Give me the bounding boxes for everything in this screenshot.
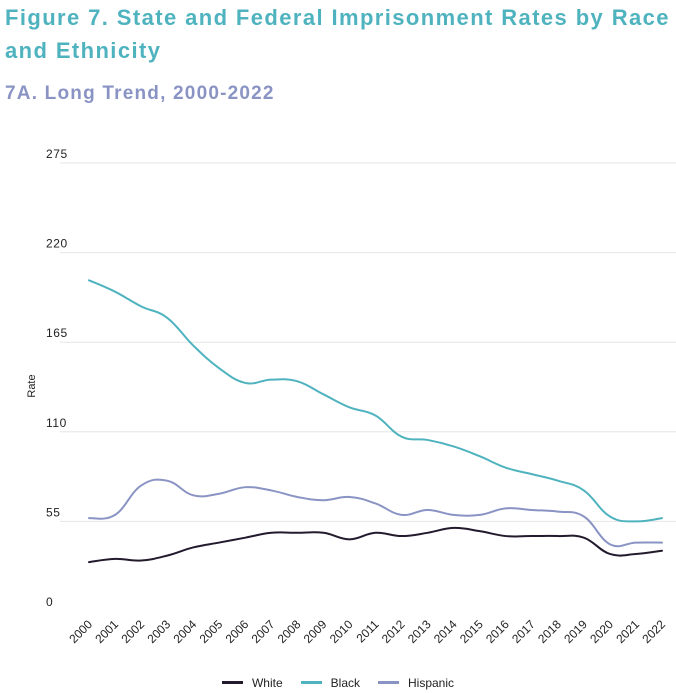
series-line-hispanic xyxy=(88,478,663,548)
x-axis-ticks: 2000200120022003200420052006200720082009… xyxy=(66,617,668,646)
y-tick-label: 275 xyxy=(46,147,68,161)
x-tick-label: 2006 xyxy=(223,617,252,646)
y-tick-label: 220 xyxy=(46,237,68,251)
x-tick-label: 2016 xyxy=(483,617,512,646)
legend-item-white: White xyxy=(221,676,283,690)
x-tick-label: 2003 xyxy=(144,617,173,646)
y-axis-label: Rate xyxy=(26,374,38,397)
x-tick-label: 2002 xyxy=(118,617,147,646)
y-tick-label: 165 xyxy=(46,326,68,340)
chart-subtitle: 7A. Long Trend, 2000-2022 xyxy=(5,83,275,104)
x-tick-label: 2000 xyxy=(66,617,95,646)
legend-label: Black xyxy=(330,676,360,690)
x-tick-label: 2011 xyxy=(353,617,381,645)
x-tick-label: 2009 xyxy=(301,617,330,646)
x-tick-label: 2004 xyxy=(171,617,200,646)
legend-swatch xyxy=(221,681,243,685)
x-tick-label: 2014 xyxy=(431,617,460,646)
y-tick-label: 110 xyxy=(46,416,67,430)
x-tick-label: 2020 xyxy=(587,617,616,646)
x-tick-label: 2008 xyxy=(275,617,304,646)
x-tick-label: 2022 xyxy=(639,617,668,646)
legend-swatch xyxy=(300,681,322,685)
x-tick-label: 2013 xyxy=(405,617,434,646)
series-lines xyxy=(88,279,663,564)
legend-label: White xyxy=(251,676,283,690)
series-line-white xyxy=(88,526,663,564)
x-tick-label: 2007 xyxy=(249,617,278,646)
legend: White Black Hispanic xyxy=(0,676,676,690)
legend-swatch xyxy=(378,681,399,685)
y-axis-ticks: 0 55 110 165 220 275 xyxy=(46,147,68,609)
x-tick-label: 2018 xyxy=(535,617,564,646)
series-line-black xyxy=(88,279,663,523)
legend-label: Hispanic xyxy=(408,676,455,690)
x-tick-label: 2010 xyxy=(327,617,356,646)
x-tick-label: 2021 xyxy=(613,617,642,646)
x-tick-label: 2019 xyxy=(561,617,590,646)
legend-item-black: Black xyxy=(300,676,360,690)
x-tick-label: 2012 xyxy=(379,617,408,646)
y-tick-label: 55 xyxy=(46,505,61,519)
x-tick-label: 2001 xyxy=(92,617,121,646)
chart-title: Figure 7. State and Federal Imprisonment… xyxy=(5,5,670,63)
x-tick-label: 2005 xyxy=(197,617,226,646)
gridlines xyxy=(60,162,676,522)
legend-item-hispanic: Hispanic xyxy=(378,676,454,690)
x-tick-label: 2017 xyxy=(509,617,538,646)
x-tick-label: 2015 xyxy=(457,617,486,646)
y-tick-label: 0 xyxy=(46,595,53,609)
